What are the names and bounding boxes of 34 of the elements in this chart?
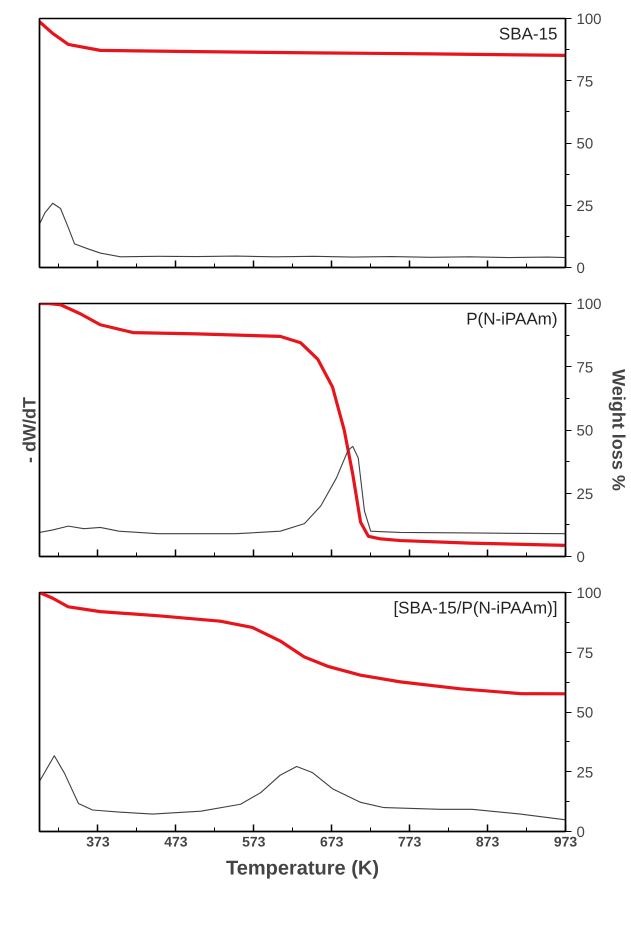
- line-series: [40, 202, 566, 258]
- y-tick-label: 75: [576, 73, 594, 90]
- y-tick-label: 50: [576, 422, 594, 440]
- x-axis-title: Temperature (K): [226, 858, 380, 880]
- y-tick-label: 0: [576, 549, 585, 566]
- y-tick-label: 25: [576, 764, 594, 782]
- y-tick-label: 0: [576, 260, 585, 277]
- y2-axis-title: - dW/dT: [20, 397, 40, 463]
- y-tick-label: 25: [576, 198, 594, 215]
- y-tick-label: 100: [576, 11, 602, 28]
- y-tick-label: 0: [576, 824, 585, 841]
- x-tick-label: 573: [242, 834, 266, 850]
- y-tick-label: 75: [576, 359, 594, 376]
- line-series: [40, 755, 566, 820]
- annotation: P(N-iPAAm): [466, 310, 558, 328]
- annotation: SBA-15: [498, 24, 558, 44]
- y-tick-label: 100: [576, 585, 602, 602]
- y-tick-label: 50: [576, 704, 594, 722]
- annotation: [SBA-15/P(N-iPAAm)]: [393, 598, 558, 618]
- x-tick-label: 373: [86, 834, 110, 850]
- y-tick-label: 75: [576, 644, 594, 662]
- x-tick-label: 673: [320, 834, 344, 850]
- y-axis-title: Weight loss %: [608, 369, 629, 491]
- y-tick-label: 100: [576, 296, 602, 313]
- y-tick-label: 50: [576, 136, 594, 152]
- y-tick-label: 25: [576, 486, 594, 503]
- x-tick-label: 973: [554, 834, 578, 850]
- line-series: [40, 446, 566, 534]
- line-series: [40, 304, 566, 547]
- line-series: [40, 592, 566, 696]
- line-series: [40, 20, 566, 57]
- x-tick-label: 873: [476, 834, 500, 850]
- x-tick-label: 473: [164, 834, 188, 850]
- x-tick-label: 773: [398, 834, 422, 850]
